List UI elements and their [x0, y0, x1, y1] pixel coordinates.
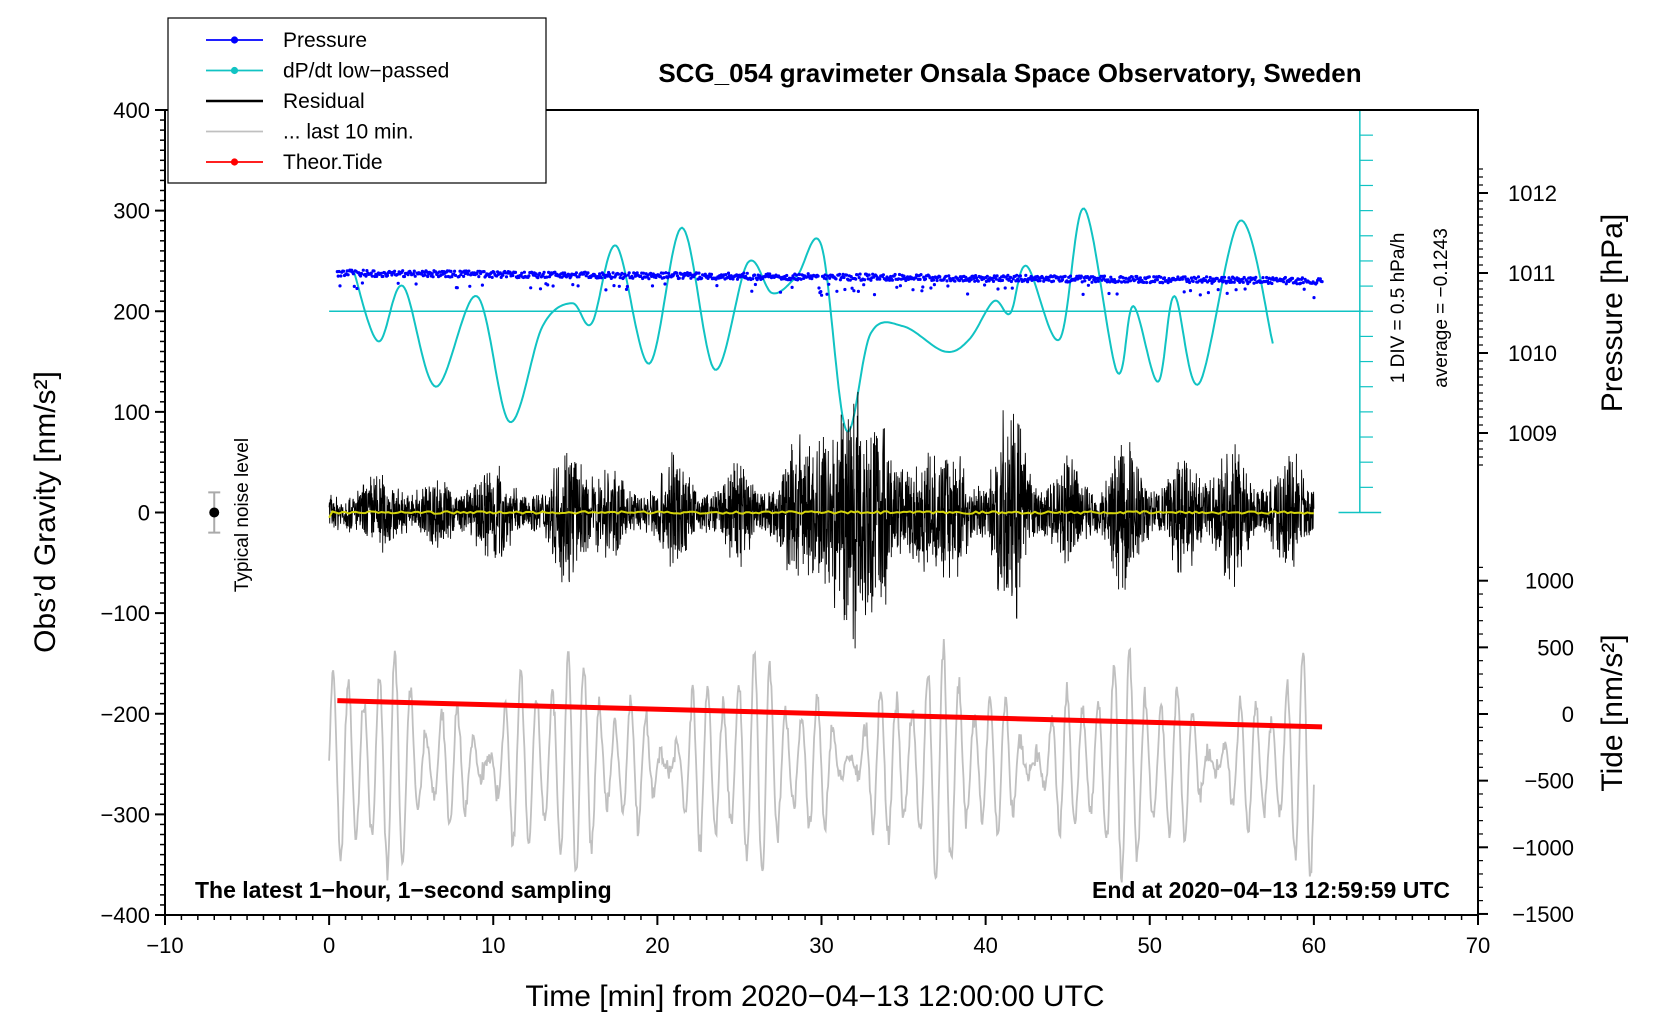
- series-pressure: [335, 268, 1324, 300]
- pressure-tick-label: 1011: [1508, 261, 1555, 286]
- tide-tick-label: 0: [1562, 702, 1574, 727]
- x-tick-label: 30: [809, 933, 833, 958]
- x-axis-title: Time [min] from 2020−04−13 12:00:00 UTC: [525, 980, 1104, 1013]
- dpdt-average-label: average = −0.1243: [1431, 228, 1452, 388]
- y-tick-label: 200: [113, 299, 150, 324]
- legend-marker: [230, 158, 239, 166]
- y-axis-title-pressure: Pressure [hPa]: [1596, 214, 1629, 412]
- pressure-tick-label: 1009: [1508, 421, 1557, 446]
- end-time-annotation: End at 2020−04−13 12:59:59 UTC: [1092, 877, 1450, 903]
- noise-marker: [209, 507, 220, 518]
- tide-tick-label: 1000: [1525, 569, 1574, 594]
- y-tick-label: 100: [113, 400, 150, 425]
- x-tick-label: 10: [481, 933, 505, 958]
- x-tick-label: 40: [973, 933, 997, 958]
- x-tick-label: 60: [1302, 933, 1326, 958]
- x-tick-label: 0: [323, 933, 335, 958]
- noise-level-label: Typical noise level: [232, 438, 253, 592]
- series-dpdt: [352, 207, 1274, 433]
- x-tick-label: 20: [645, 933, 669, 958]
- x-tick-label: −10: [146, 933, 183, 958]
- y-axis-title-tide: Tide [nm/s²]: [1596, 634, 1629, 791]
- legend-marker: [230, 66, 239, 75]
- legend-marker: [230, 36, 239, 44]
- legend-label: dP/dt low−passed: [283, 60, 449, 83]
- x-tick-label: 70: [1466, 933, 1490, 958]
- legend-label: Pressure: [283, 29, 367, 52]
- tide-tick-label: −1500: [1512, 902, 1574, 927]
- y-tick-label: 400: [113, 98, 150, 123]
- tide-tick-label: −500: [1524, 769, 1574, 794]
- sampling-annotation: The latest 1−hour, 1−second sampling: [195, 877, 612, 903]
- series-residual: [328, 391, 1315, 649]
- tide-tick-label: 500: [1537, 635, 1574, 660]
- y-tick-label: −200: [100, 702, 150, 727]
- series-theor-tide: [337, 698, 1323, 730]
- series-last-10-min: [328, 638, 1315, 883]
- dpdt-scale-label: 1 DIV = 0.5 hPa/h: [1388, 233, 1409, 384]
- y-tick-label: −100: [100, 601, 150, 626]
- pressure-tick-label: 1012: [1508, 181, 1557, 206]
- chart-title: SCG_054 gravimeter Onsala Space Observat…: [658, 58, 1361, 88]
- y-tick-label: 300: [113, 199, 150, 224]
- legend-label: ... last 10 min.: [283, 121, 414, 144]
- y-tick-label: −400: [100, 903, 150, 928]
- legend-label: Residual: [283, 90, 365, 113]
- x-tick-label: 50: [1138, 933, 1162, 958]
- series-residual-mean: [328, 510, 1314, 519]
- tide-tick-label: −1000: [1512, 835, 1574, 860]
- y-tick-label: −300: [100, 802, 150, 827]
- y-axis-title-left: Obs’d Gravity [nm/s²]: [29, 371, 62, 653]
- legend-label: Theor.Tide: [283, 151, 383, 174]
- y-tick-label: 0: [138, 501, 150, 526]
- pressure-tick-label: 1010: [1508, 341, 1557, 366]
